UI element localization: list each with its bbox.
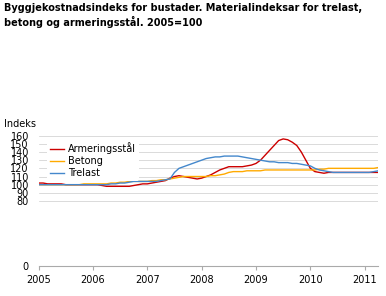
Line: Betong: Betong [39,163,386,185]
Line: Armeringsstål: Armeringsstål [39,139,386,186]
Armeringsstål [295,144,299,147]
Trelast [68,183,73,186]
Armeringsstål [68,183,73,186]
Armeringsstål [258,158,263,162]
Text: Indeks: Indeks [4,119,36,129]
Trelast [258,158,263,162]
Trelast [50,183,54,186]
Betong [254,169,258,173]
Legend: Armeringsstål, Betong, Trelast: Armeringsstål, Betong, Trelast [47,139,139,181]
Armeringsstål [281,137,286,141]
Armeringsstål [50,182,54,186]
Betong [149,179,154,182]
Armeringsstål [381,171,385,174]
Betong [50,183,54,186]
Trelast [36,183,41,186]
Armeringsstål [104,184,109,188]
Trelast [222,154,227,158]
Trelast [376,169,381,173]
Betong [68,183,73,186]
Text: Byggjekostnadsindeks for bustader. Materialindeksar for trelast,
betong og armer: Byggjekostnadsindeks for bustader. Mater… [4,3,362,28]
Armeringsstål [36,181,41,185]
Trelast [149,180,154,183]
Trelast [290,162,295,165]
Betong [371,167,376,170]
Betong [285,168,290,172]
Armeringsstål [154,181,159,184]
Line: Trelast: Trelast [39,156,386,185]
Betong [36,183,41,186]
